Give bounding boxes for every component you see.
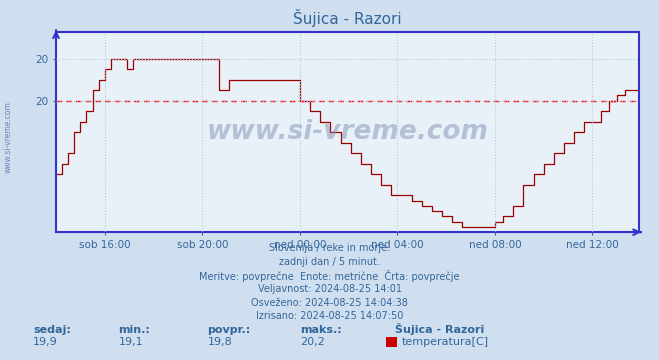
Text: temperatura[C]: temperatura[C] [402, 337, 489, 347]
Text: Šujica - Razori: Šujica - Razori [395, 323, 484, 335]
Text: 20,2: 20,2 [300, 337, 325, 347]
Text: min.:: min.: [119, 325, 150, 335]
Text: Veljavnost: 2024-08-25 14:01: Veljavnost: 2024-08-25 14:01 [258, 284, 401, 294]
Text: Osveženo: 2024-08-25 14:04:38: Osveženo: 2024-08-25 14:04:38 [251, 298, 408, 308]
Text: Slovenija / reke in morje.: Slovenija / reke in morje. [269, 243, 390, 253]
Text: Izrisano: 2024-08-25 14:07:50: Izrisano: 2024-08-25 14:07:50 [256, 311, 403, 321]
Text: 19,9: 19,9 [33, 337, 58, 347]
Text: www.si-vreme.com: www.si-vreme.com [207, 119, 488, 145]
Text: zadnji dan / 5 minut.: zadnji dan / 5 minut. [279, 257, 380, 267]
Text: www.si-vreme.com: www.si-vreme.com [3, 101, 13, 173]
Text: sedaj:: sedaj: [33, 325, 71, 335]
Text: povpr.:: povpr.: [208, 325, 251, 335]
Text: Meritve: povprečne  Enote: metrične  Črta: povprečje: Meritve: povprečne Enote: metrične Črta:… [199, 270, 460, 282]
Text: 19,8: 19,8 [208, 337, 233, 347]
Title: Šujica - Razori: Šujica - Razori [293, 9, 402, 27]
Text: maks.:: maks.: [300, 325, 341, 335]
Text: 19,1: 19,1 [119, 337, 143, 347]
